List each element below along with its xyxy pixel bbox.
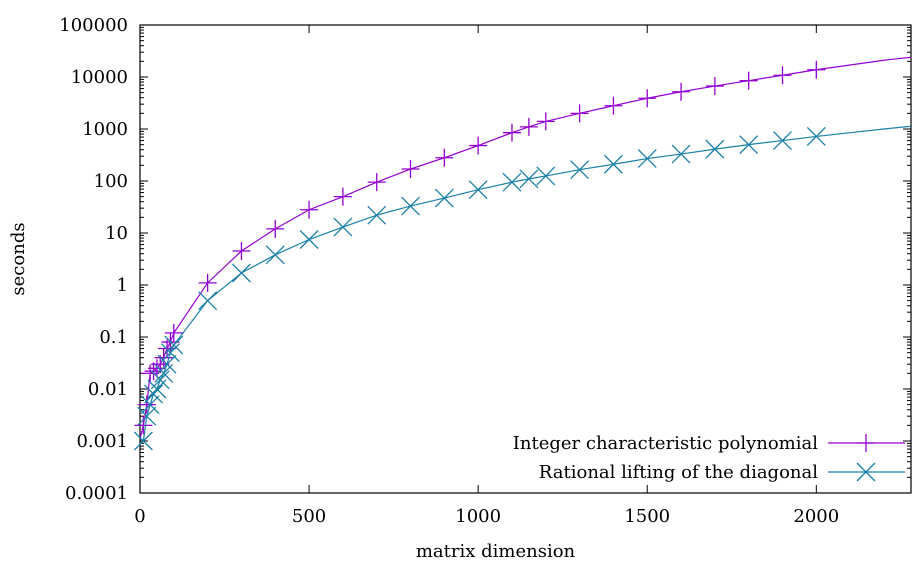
data-point xyxy=(773,131,792,150)
x-tick-label: 1500 xyxy=(624,506,670,527)
x-tick-label: 0 xyxy=(134,506,145,527)
data-point xyxy=(164,335,184,355)
data-point xyxy=(672,82,691,101)
data-point xyxy=(671,144,691,164)
legend-label: Integer characteristic polynomial xyxy=(513,433,818,454)
data-point xyxy=(401,196,420,216)
data-point xyxy=(333,217,353,237)
data-point xyxy=(150,370,170,390)
data-point xyxy=(773,66,792,85)
data-point xyxy=(265,245,285,265)
data-point xyxy=(519,169,539,189)
data-point xyxy=(367,173,386,192)
y-tick-label: 0.1 xyxy=(99,327,128,348)
data-point xyxy=(434,188,454,208)
data-point xyxy=(367,205,387,225)
y-tick-label: 100 xyxy=(94,171,128,192)
data-point xyxy=(570,104,589,123)
data-point xyxy=(570,160,590,180)
data-point xyxy=(266,219,285,238)
legend-marker xyxy=(856,462,876,482)
data-point xyxy=(140,395,160,415)
data-point xyxy=(502,172,522,192)
y-tick-label: 0.01 xyxy=(88,379,128,400)
data-point xyxy=(536,112,555,131)
data-point xyxy=(705,77,724,96)
data-point xyxy=(637,149,657,169)
data-point xyxy=(299,230,319,249)
data-point xyxy=(144,384,163,404)
data-point xyxy=(435,148,454,167)
y-axis-label: seconds xyxy=(8,222,29,295)
data-point xyxy=(300,200,319,219)
data-point xyxy=(705,139,725,159)
x-axis-label: matrix dimension xyxy=(416,541,576,562)
y-tick-label: 1 xyxy=(117,275,128,296)
y-tick-label: 10 xyxy=(105,223,128,244)
data-point xyxy=(806,126,826,146)
y-tick-label: 10000 xyxy=(71,67,128,88)
data-point xyxy=(232,242,251,261)
y-tick-label: 100000 xyxy=(59,15,128,36)
plot-frame xyxy=(139,24,912,494)
y-tick-label: 0.0001 xyxy=(65,483,128,504)
data-point xyxy=(137,406,157,426)
data-point xyxy=(231,263,251,283)
data-point xyxy=(154,348,173,367)
data-point xyxy=(536,166,556,186)
legend-label: Rational lifting of the diagonal xyxy=(539,462,818,483)
data-point xyxy=(604,96,623,115)
series-layer xyxy=(133,56,911,451)
data-point xyxy=(401,160,420,179)
data-point xyxy=(333,187,352,206)
data-point xyxy=(198,273,217,292)
legend-marker xyxy=(857,434,875,452)
data-point xyxy=(739,135,759,155)
data-point xyxy=(739,71,758,90)
y-tick-label: 0.001 xyxy=(76,431,128,452)
x-tick-label: 500 xyxy=(292,506,326,527)
data-point xyxy=(807,60,826,79)
x-tick-label: 2000 xyxy=(793,506,839,527)
series-line-2 xyxy=(140,125,911,444)
data-point xyxy=(164,323,183,342)
data-point xyxy=(198,291,218,311)
data-point xyxy=(603,154,623,174)
data-point xyxy=(469,136,488,155)
data-point xyxy=(502,123,521,142)
data-point xyxy=(638,89,657,108)
data-point xyxy=(133,431,153,451)
data-point xyxy=(160,343,180,363)
axis-ticks: 0 500 1000 1500 2000 0.0001 0.001 0.01 0.1 1 10 100… xyxy=(59,15,911,527)
legend: Integer characteristic polynomial Rationa… xyxy=(513,433,905,483)
x-tick-label: 1000 xyxy=(455,506,501,527)
data-point xyxy=(468,180,488,200)
data-point xyxy=(519,117,538,136)
data-point xyxy=(137,395,156,414)
data-point xyxy=(157,354,177,374)
series-line-1 xyxy=(140,56,911,439)
y-tick-label: 1000 xyxy=(82,119,128,140)
data-point xyxy=(141,364,160,383)
